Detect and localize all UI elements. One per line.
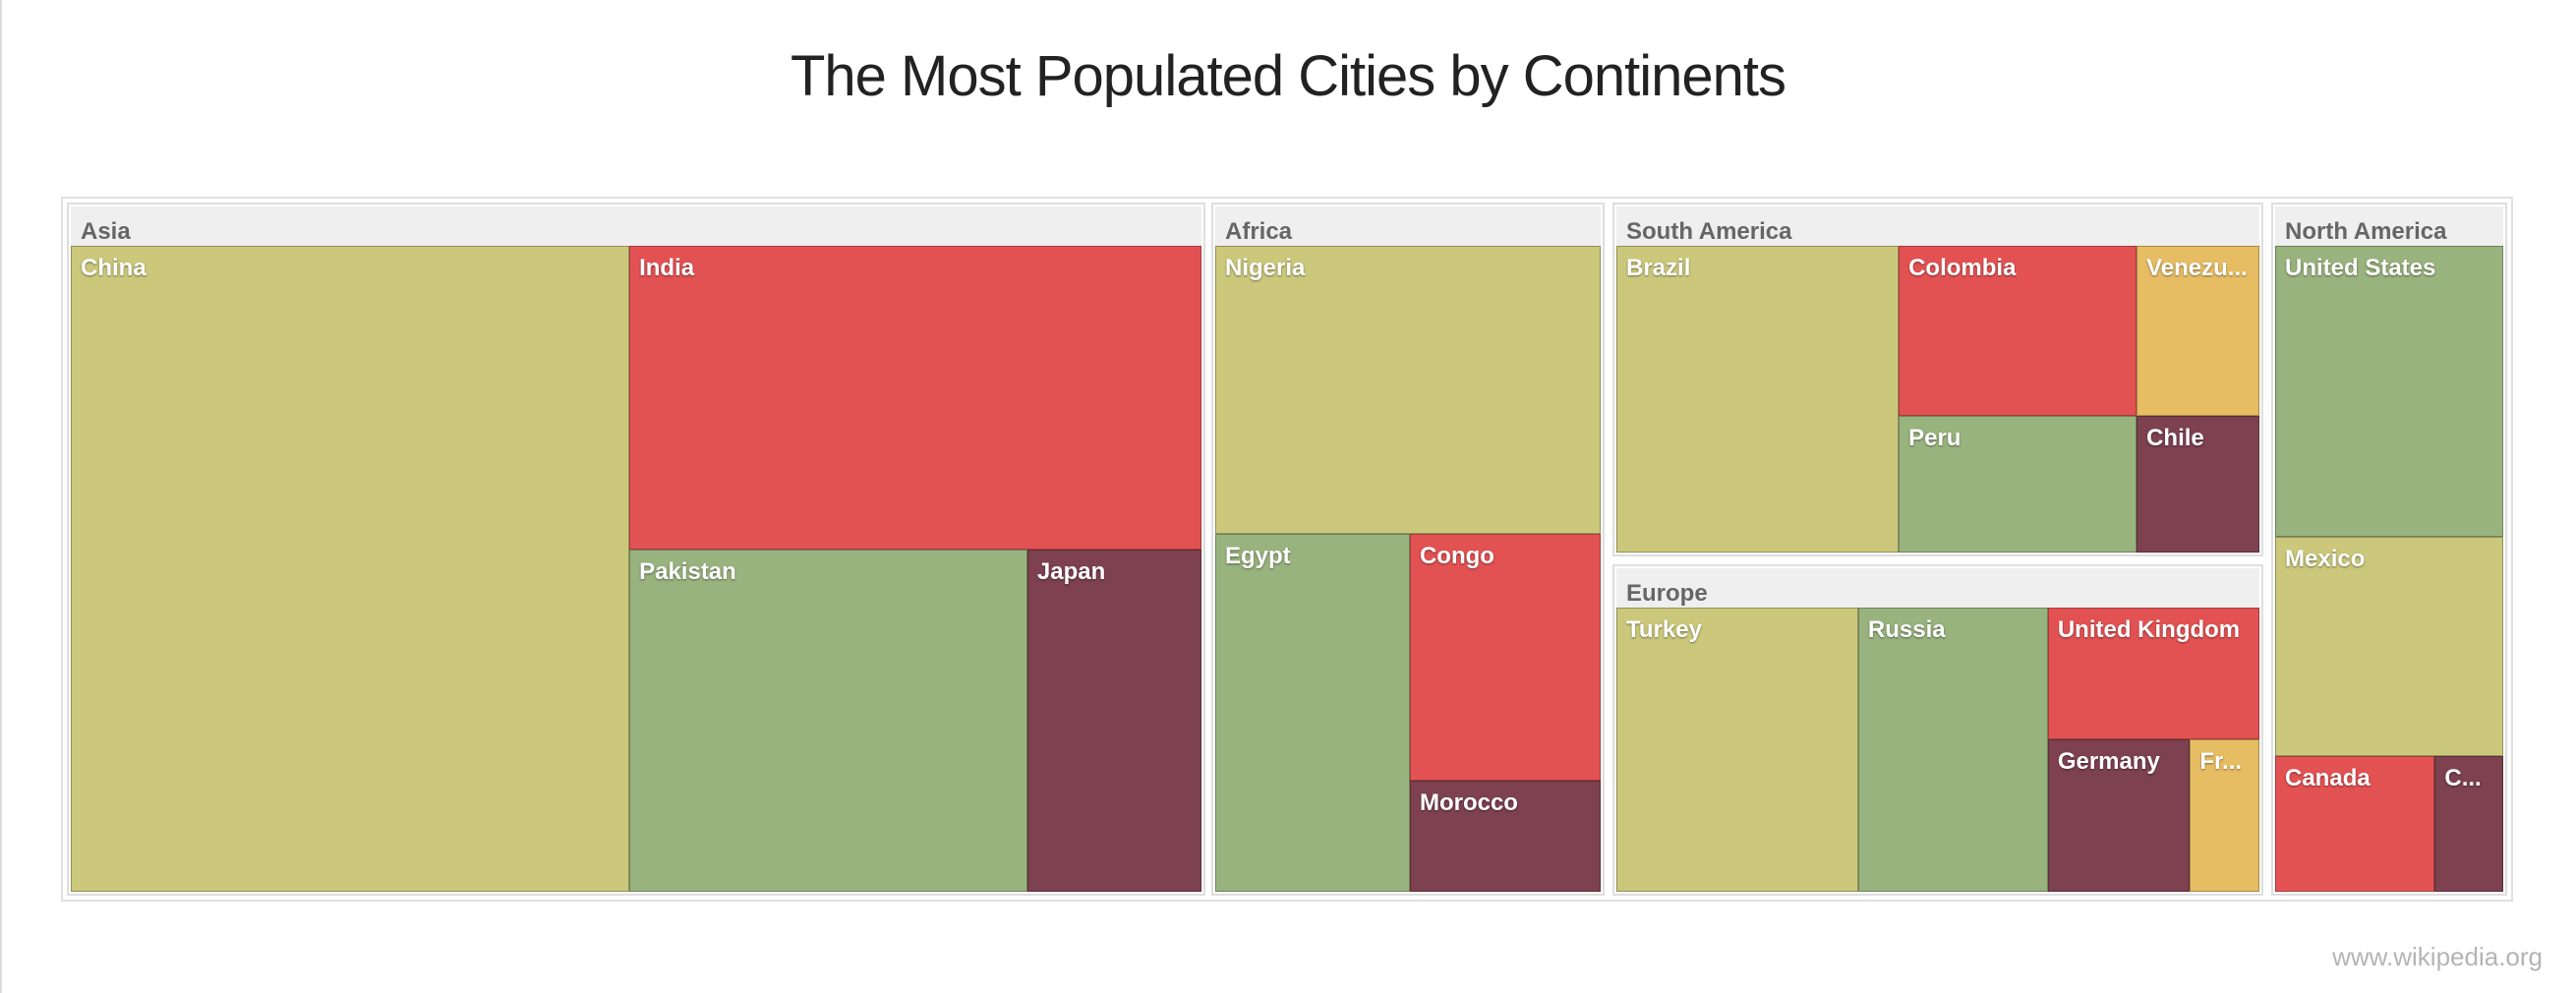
page-left-edge xyxy=(0,0,2,993)
tile-pakistan[interactable]: Pakistan xyxy=(629,549,1027,892)
tile-united-kingdom[interactable]: United Kingdom xyxy=(2047,608,2259,739)
tile-egypt[interactable]: Egypt xyxy=(1215,534,1410,892)
tile-colombia[interactable]: Colombia xyxy=(1899,246,2137,417)
tile-united-states[interactable]: United States xyxy=(2275,246,2503,538)
tile-japan[interactable]: Japan xyxy=(1026,549,1201,892)
tile-russia[interactable]: Russia xyxy=(1857,608,2048,892)
tile-india[interactable]: India xyxy=(629,246,1201,550)
chart-title: The Most Populated Cities by Continents xyxy=(790,44,1786,108)
group-header-africa[interactable]: Africa xyxy=(1215,206,1601,246)
group-header-asia[interactable]: Asia xyxy=(71,206,1201,246)
tile-china[interactable]: China xyxy=(71,246,630,892)
tile-costa-rica[interactable]: C... xyxy=(2434,756,2503,892)
tile-morocco[interactable]: Morocco xyxy=(1409,780,1601,892)
tile-nigeria[interactable]: Nigeria xyxy=(1215,246,1601,535)
tile-congo[interactable]: Congo xyxy=(1409,534,1601,781)
tile-turkey[interactable]: Turkey xyxy=(1616,608,1858,892)
tile-peru[interactable]: Peru xyxy=(1899,416,2137,553)
source-credit[interactable]: www.wikipedia.org xyxy=(2332,942,2543,971)
group-header-north-america[interactable]: North America xyxy=(2275,206,2503,246)
tile-germany[interactable]: Germany xyxy=(2047,738,2191,892)
tile-canada[interactable]: Canada xyxy=(2275,756,2435,892)
tile-venezuela[interactable]: Venezu... xyxy=(2137,246,2259,417)
tile-france[interactable]: Fr... xyxy=(2190,738,2259,892)
group-header-europe[interactable]: Europe xyxy=(1616,568,2259,608)
tile-chile[interactable]: Chile xyxy=(2137,416,2259,553)
group-header-south-america[interactable]: South America xyxy=(1616,206,2259,246)
treemap-plot-area: Asia China India Pakistan Japan Africa Nigeria… xyxy=(61,197,2513,902)
tile-mexico[interactable]: Mexico xyxy=(2275,537,2503,757)
tile-brazil[interactable]: Brazil xyxy=(1616,246,1900,553)
